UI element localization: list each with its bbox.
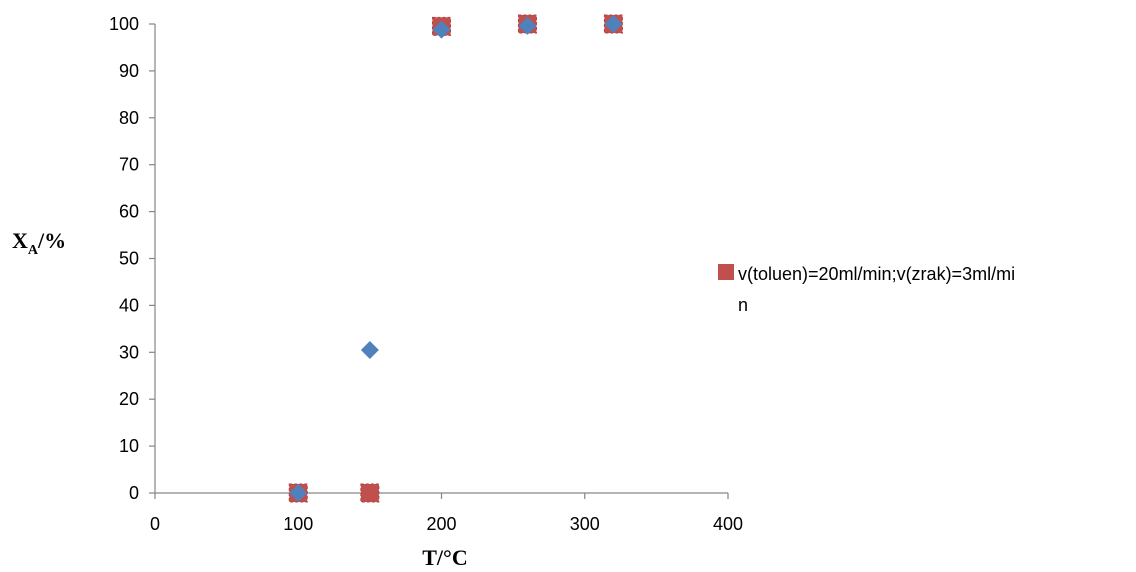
x-tick-label: 200 — [426, 514, 456, 534]
x-axis-title: T/°C — [422, 545, 467, 570]
y-axis-title-suffix: /% — [37, 228, 66, 253]
y-tick-label: 80 — [119, 108, 139, 128]
y-tick-label: 50 — [119, 249, 139, 269]
legend-marker-square — [718, 264, 734, 280]
legend-entry-line1: v(toluen)=20ml/min;v(zrak)=3ml/mi — [738, 264, 1015, 284]
x-tick-label: 400 — [713, 514, 743, 534]
y-tick-label: 30 — [119, 342, 139, 362]
x-tick-label: 300 — [570, 514, 600, 534]
y-tick-label: 60 — [119, 202, 139, 222]
y-tick-label: 90 — [119, 61, 139, 81]
y-tick-label: 10 — [119, 436, 139, 456]
data-point-diamond — [518, 16, 537, 35]
x-axis-ticks: 0 100 200 300 400 — [150, 493, 743, 534]
y-tick-label: 40 — [119, 295, 139, 315]
legend: v(toluen)=20ml/min;v(zrak)=3ml/mi n — [718, 264, 1015, 315]
x-tick-label: 0 — [150, 514, 160, 534]
data-points — [288, 14, 623, 503]
y-tick-label: 0 — [129, 483, 139, 503]
y-axis-title: XA/% — [12, 228, 66, 258]
data-point-diamond — [360, 340, 379, 359]
data-point-diamond — [604, 15, 623, 33]
y-axis-title-subscript: A — [28, 243, 39, 258]
data-point-square — [360, 483, 380, 503]
y-tick-label: 20 — [119, 389, 139, 409]
y-tick-label: 100 — [109, 14, 139, 34]
y-tick-label: 70 — [119, 155, 139, 175]
x-tick-label: 100 — [283, 514, 313, 534]
y-axis-ticks: 0 10 20 30 40 50 60 70 80 90 100 — [109, 14, 155, 503]
axes — [154, 24, 728, 494]
y-axis-title-main: X — [12, 228, 28, 253]
legend-entry-line2: n — [738, 295, 748, 315]
data-point-diamond — [432, 20, 451, 39]
data-point-diamond — [289, 484, 308, 502]
